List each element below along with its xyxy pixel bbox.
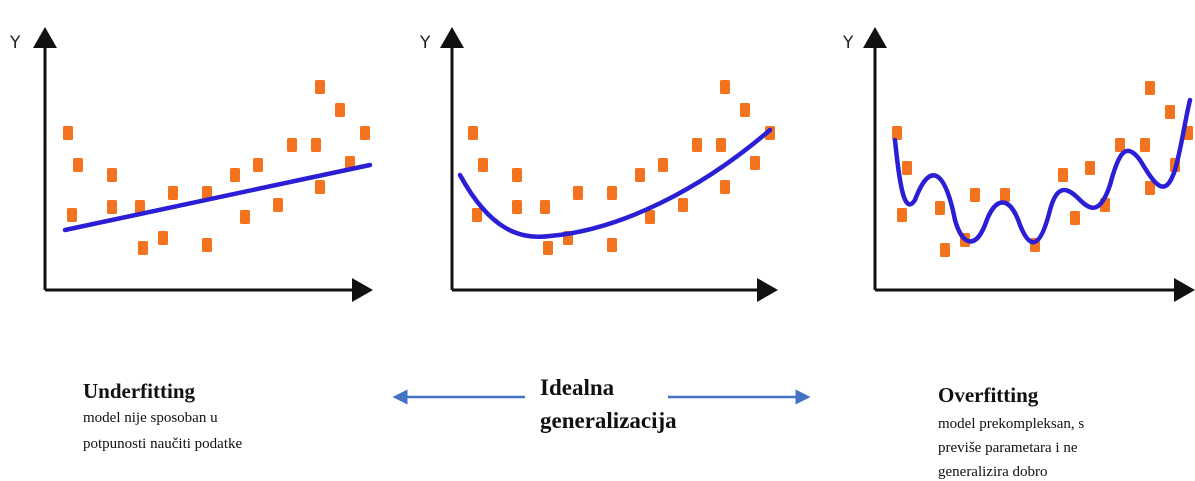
- title: Overfitting: [938, 383, 1039, 407]
- point: [1115, 138, 1125, 152]
- point: [1165, 105, 1175, 119]
- point: [607, 186, 617, 200]
- point: [720, 80, 730, 94]
- title: generalizacija: [540, 408, 677, 433]
- point: [67, 208, 77, 222]
- point: [230, 168, 240, 182]
- description: model nije sposoban u: [83, 410, 218, 426]
- description: generalizira dobro: [938, 464, 1048, 480]
- point: [202, 186, 212, 200]
- point: [645, 210, 655, 224]
- point: [158, 231, 168, 245]
- point: [360, 126, 370, 140]
- point: [335, 103, 345, 117]
- point: [543, 241, 553, 255]
- axis-label: Y: [419, 33, 431, 53]
- point: [512, 200, 522, 214]
- point: [540, 200, 550, 214]
- point: [138, 241, 148, 255]
- point: [678, 198, 688, 212]
- point: [1000, 188, 1010, 202]
- point: [512, 168, 522, 182]
- point: [970, 188, 980, 202]
- point: [168, 186, 178, 200]
- point: [716, 138, 726, 152]
- point: [1145, 181, 1155, 195]
- point: [740, 103, 750, 117]
- point: [107, 168, 117, 182]
- axes: [33, 27, 1195, 302]
- point: [1140, 138, 1150, 152]
- point: [63, 126, 73, 140]
- point: [478, 158, 488, 172]
- point: [635, 168, 645, 182]
- point: [573, 186, 583, 200]
- axis-label: Y: [842, 33, 854, 53]
- point: [720, 180, 730, 194]
- point: [1070, 211, 1080, 225]
- point: [240, 210, 250, 224]
- point: [1085, 161, 1095, 175]
- point: [287, 138, 297, 152]
- title: Idealna: [540, 375, 615, 400]
- description: potpunosti naučiti podatke: [83, 436, 242, 452]
- point: [107, 200, 117, 214]
- point: [1145, 81, 1155, 95]
- point: [692, 138, 702, 152]
- point: [73, 158, 83, 172]
- point: [472, 208, 482, 222]
- point: [468, 126, 478, 140]
- point: [902, 161, 912, 175]
- point: [935, 201, 945, 215]
- point: [315, 180, 325, 194]
- axis-label: Y: [9, 33, 21, 53]
- points: [63, 80, 1193, 257]
- point: [1058, 168, 1068, 182]
- point: [897, 208, 907, 222]
- point: [202, 238, 212, 252]
- description: previše parametara i ne: [938, 440, 1078, 456]
- point: [253, 158, 263, 172]
- point: [750, 156, 760, 170]
- point: [311, 138, 321, 152]
- point: [273, 198, 283, 212]
- description: model prekompleksan, s: [938, 416, 1084, 432]
- point: [135, 200, 145, 214]
- point: [892, 126, 902, 140]
- title: Underfitting: [83, 379, 195, 403]
- point: [658, 158, 668, 172]
- point: [607, 238, 617, 252]
- point: [315, 80, 325, 94]
- fit-curves: [62, 97, 1193, 245]
- point: [940, 243, 950, 257]
